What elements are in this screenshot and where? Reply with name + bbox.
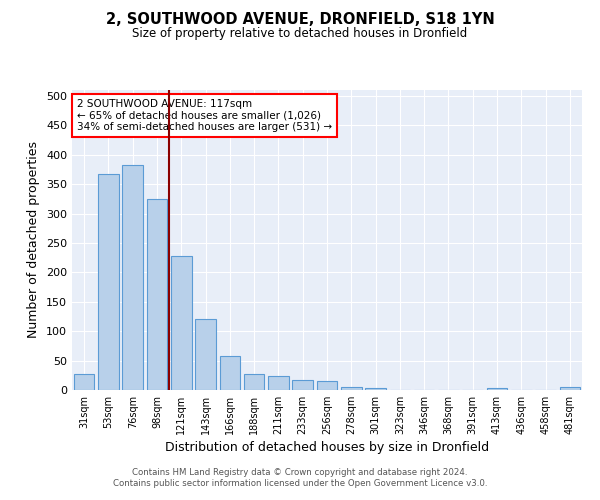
Bar — [122, 164, 143, 390]
Bar — [98, 174, 119, 390]
Text: Contains HM Land Registry data © Crown copyright and database right 2024.
Contai: Contains HM Land Registry data © Crown c… — [113, 468, 487, 487]
Bar — [317, 381, 337, 390]
Bar — [220, 356, 240, 390]
Bar — [341, 387, 362, 390]
Bar — [146, 199, 167, 390]
X-axis label: Distribution of detached houses by size in Dronfield: Distribution of detached houses by size … — [165, 441, 489, 454]
Bar — [560, 387, 580, 390]
Bar — [244, 374, 265, 390]
Bar — [74, 374, 94, 390]
Bar — [171, 256, 191, 390]
Bar — [487, 388, 508, 390]
Text: 2 SOUTHWOOD AVENUE: 117sqm
← 65% of detached houses are smaller (1,026)
34% of s: 2 SOUTHWOOD AVENUE: 117sqm ← 65% of deta… — [77, 99, 332, 132]
Bar — [365, 388, 386, 390]
Bar — [292, 380, 313, 390]
Text: 2, SOUTHWOOD AVENUE, DRONFIELD, S18 1YN: 2, SOUTHWOOD AVENUE, DRONFIELD, S18 1YN — [106, 12, 494, 28]
Bar — [268, 376, 289, 390]
Y-axis label: Number of detached properties: Number of detached properties — [28, 142, 40, 338]
Text: Size of property relative to detached houses in Dronfield: Size of property relative to detached ho… — [133, 28, 467, 40]
Bar — [195, 319, 216, 390]
